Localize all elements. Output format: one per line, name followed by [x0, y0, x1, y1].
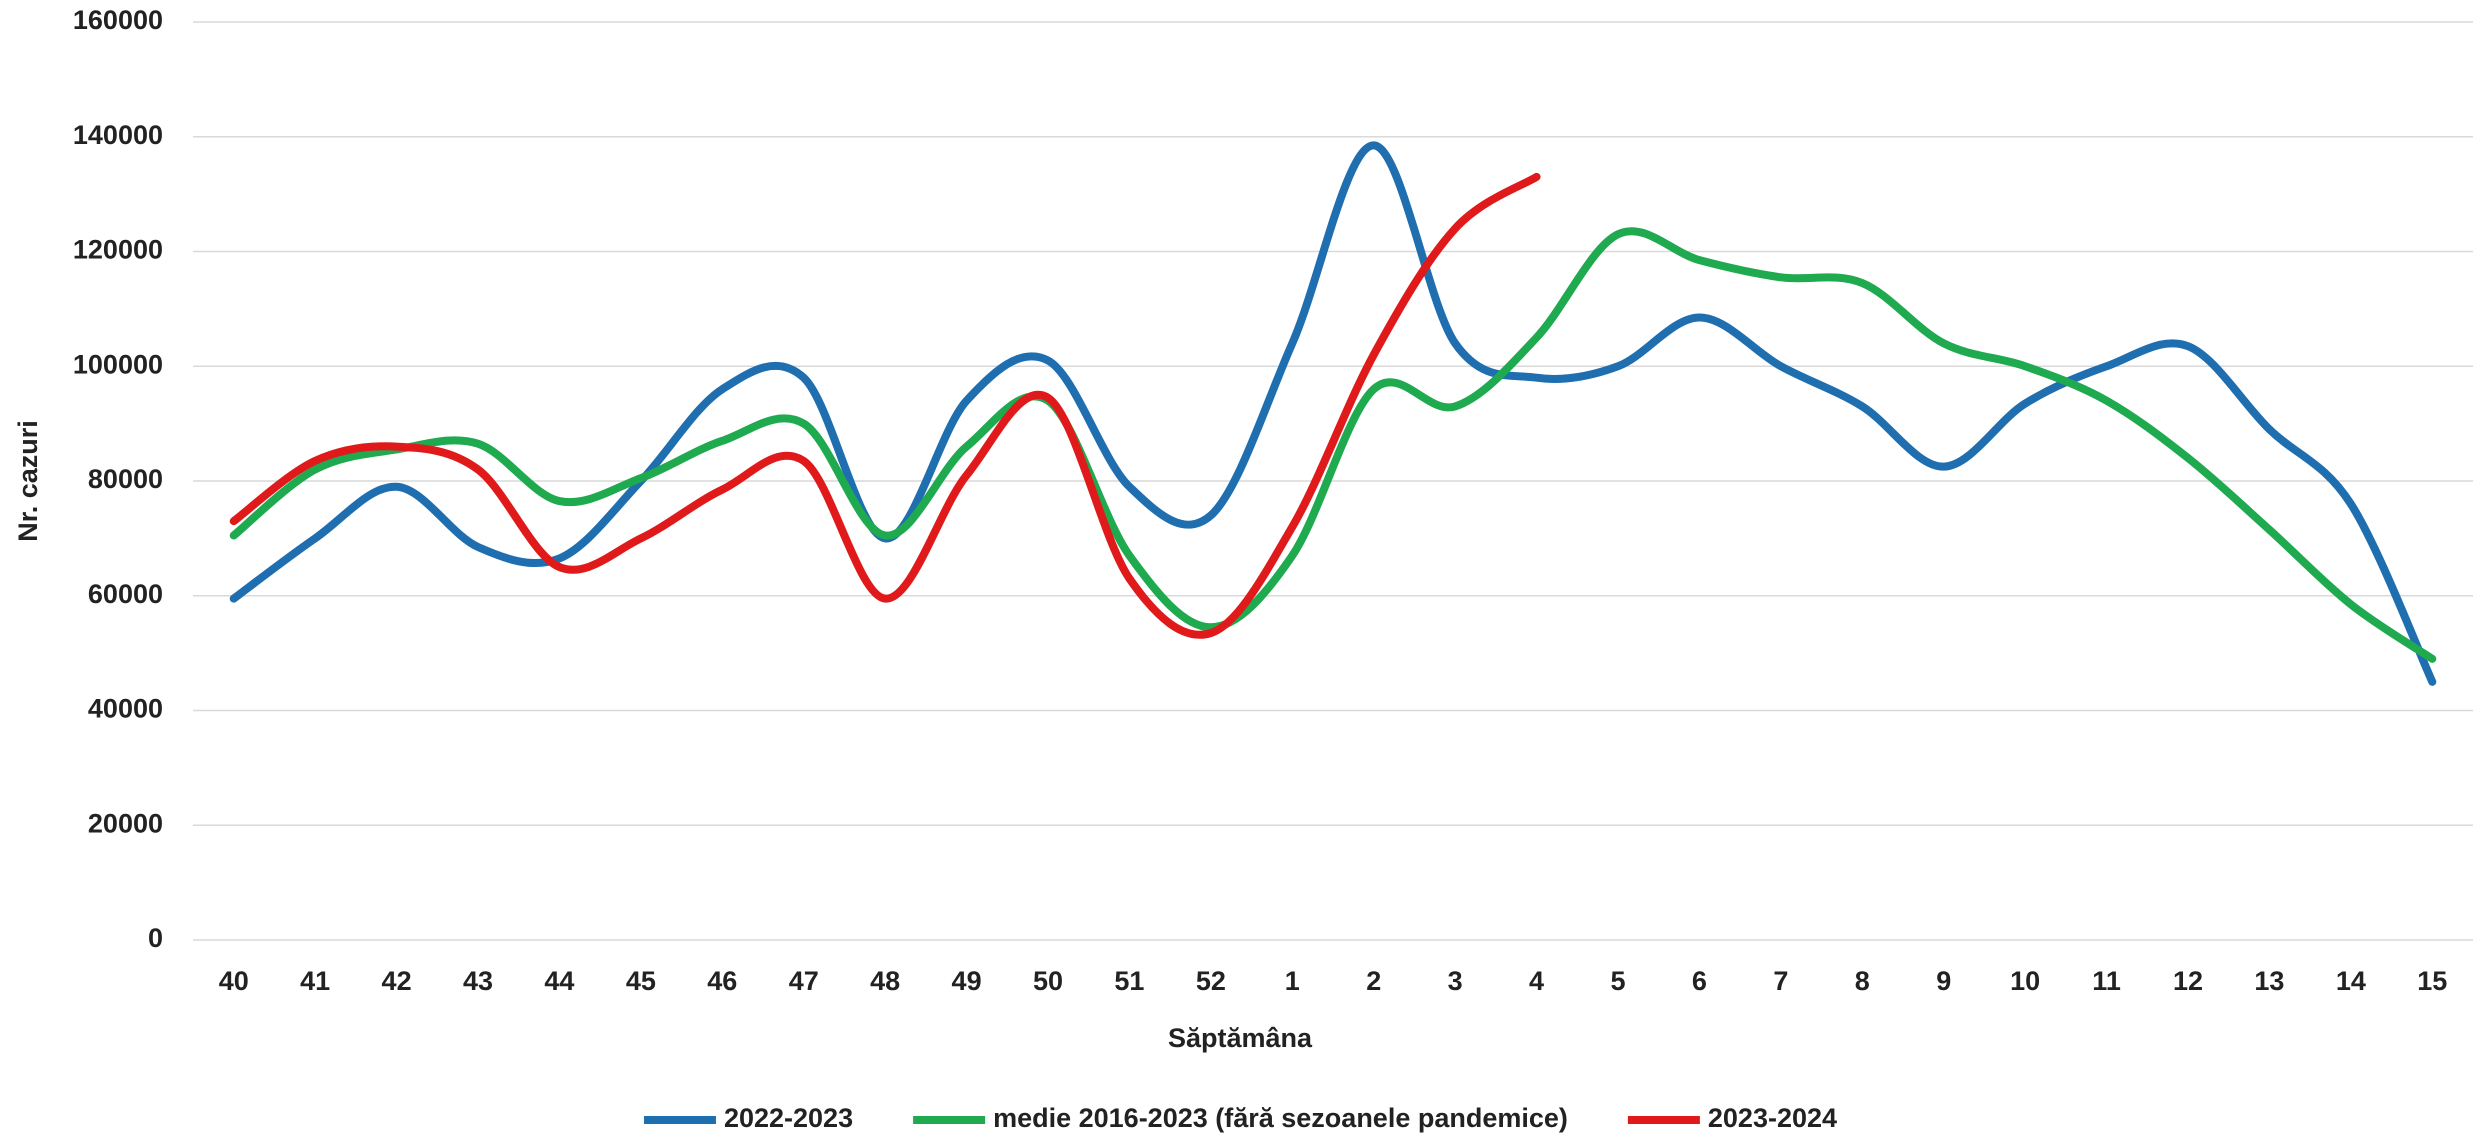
legend-label: 2023-2024 — [1708, 1103, 1837, 1133]
y-tick-label: 160000 — [73, 5, 163, 35]
x-tick-label: 2 — [1366, 966, 1381, 996]
x-tick-label: 52 — [1196, 966, 1226, 996]
x-tick-label: 13 — [2254, 966, 2284, 996]
x-tick-label: 49 — [952, 966, 982, 996]
x-tick-label: 50 — [1033, 966, 1063, 996]
x-tick-label: 7 — [1773, 966, 1788, 996]
x-axis-title: Săptămâna — [1168, 1023, 1313, 1053]
y-tick-label: 40000 — [88, 694, 163, 724]
x-tick-label: 40 — [219, 966, 249, 996]
x-tick-label: 12 — [2173, 966, 2203, 996]
y-tick-label: 140000 — [73, 120, 163, 150]
x-tick-label: 1 — [1285, 966, 1300, 996]
x-tick-label: 9 — [1936, 966, 1951, 996]
y-tick-label: 0 — [148, 923, 163, 953]
legend-label: medie 2016-2023 (fără sezoanele pandemic… — [993, 1103, 1568, 1133]
data-line — [229, 172, 1541, 639]
x-tick-label: 8 — [1855, 966, 1870, 996]
x-tick-label: 11 — [2092, 966, 2121, 996]
x-tick-label: 48 — [870, 966, 900, 996]
y-axis-title: Nr. cazuri — [13, 420, 43, 542]
y-tick-label: 100000 — [73, 349, 163, 379]
x-tick-label: 14 — [2336, 966, 2366, 996]
data-line — [229, 141, 2437, 686]
x-tick-label: 45 — [626, 966, 656, 996]
y-tick-label: 60000 — [88, 579, 163, 609]
y-tick-label: 20000 — [88, 808, 163, 838]
x-tick-label: 3 — [1448, 966, 1463, 996]
x-tick-label: 41 — [300, 966, 330, 996]
x-tick-label: 43 — [463, 966, 493, 996]
data-line — [229, 227, 2437, 663]
x-tick-label: 10 — [2010, 966, 2040, 996]
y-tick-label: 80000 — [88, 464, 163, 494]
x-tick-label: 6 — [1692, 966, 1707, 996]
legend-label: 2022-2023 — [724, 1103, 853, 1133]
x-tick-label: 47 — [789, 966, 819, 996]
x-tick-label: 15 — [2417, 966, 2447, 996]
x-tick-label: 42 — [382, 966, 412, 996]
x-tick-label: 5 — [1610, 966, 1625, 996]
y-tick-label: 120000 — [73, 235, 163, 265]
x-tick-label: 44 — [544, 966, 574, 996]
x-tick-label: 4 — [1529, 966, 1544, 996]
x-tick-label: 51 — [1114, 966, 1144, 996]
x-tick-label: 46 — [707, 966, 737, 996]
